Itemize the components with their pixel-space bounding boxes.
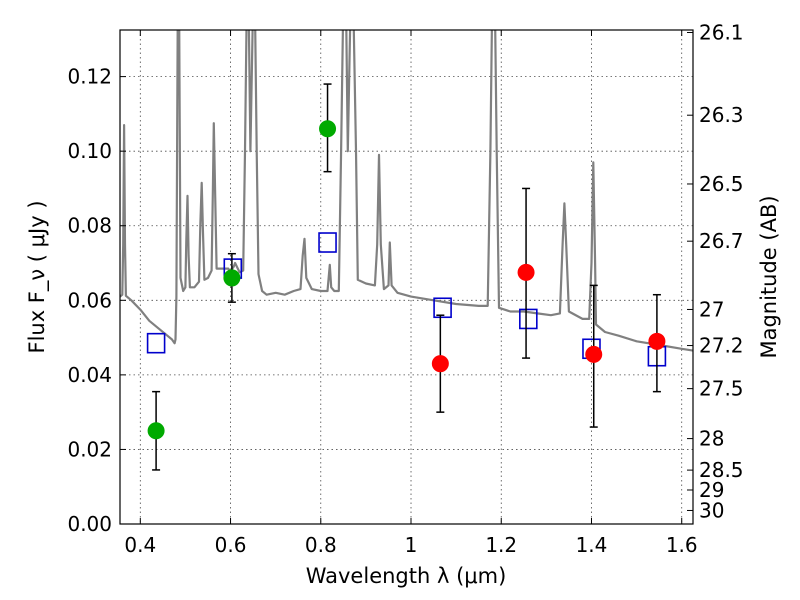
model-point	[146, 332, 166, 354]
x-tick-label: 1.4	[576, 533, 608, 557]
data-marker	[319, 120, 337, 138]
data-point	[319, 83, 337, 173]
right-tick-label: 27.5	[699, 377, 744, 401]
y-tick-label: 0.12	[67, 65, 112, 89]
data-marker	[517, 263, 535, 281]
y-axis-label: Flux F_ν ( μJy )	[25, 200, 50, 353]
y-tick-label: 0.06	[67, 288, 112, 312]
axis-ticks: 0.4 0.6 0.8 1 1.2 1.4 1.6 0.00 0.02 0.04 0.06 0.08 0…	[67, 21, 743, 557]
model-point	[519, 308, 538, 330]
right-tick-label: 26.5	[699, 172, 744, 196]
right-tick-label: 26.7	[699, 229, 744, 253]
data-point	[585, 284, 603, 428]
data-point	[648, 293, 666, 393]
y-tick-label: 0.00	[67, 512, 112, 536]
y-tick-label: 0.04	[67, 363, 112, 387]
right-tick-label: 30	[699, 498, 724, 522]
x-tick-label: 1.6	[666, 533, 698, 557]
data-marker	[585, 345, 603, 363]
data-marker	[223, 269, 241, 287]
right-tick-label: 26.1	[699, 21, 744, 45]
x-tick-label: 1	[405, 533, 418, 557]
data-series	[120, 30, 693, 471]
x-tick-label: 1.2	[485, 533, 517, 557]
plot-background	[120, 30, 693, 524]
x-axis-label: Wavelength λ (μm)	[306, 564, 507, 588]
data-point	[517, 187, 535, 359]
right-tick-label: 27	[699, 297, 724, 321]
right-tick-label: 28	[699, 427, 724, 451]
right-tick-label: 27.2	[699, 334, 744, 358]
right-axis-label: Magnitude (AB)	[757, 195, 781, 358]
data-marker	[147, 422, 165, 440]
model-point	[318, 232, 337, 253]
y-tick-label: 0.02	[67, 437, 112, 461]
model-point	[433, 297, 452, 319]
y-tick-label: 0.10	[67, 139, 112, 163]
data-marker	[648, 332, 666, 350]
right-tick-label: 28.5	[699, 458, 744, 482]
data-point	[223, 252, 241, 303]
x-tick-label: 0.8	[305, 533, 337, 557]
right-tick-label: 29	[699, 478, 724, 502]
right-tick-label: 26.3	[699, 103, 744, 127]
x-tick-label: 0.6	[215, 533, 247, 557]
y-tick-label: 0.08	[67, 214, 112, 238]
data-point	[431, 314, 449, 413]
x-tick-label: 0.4	[124, 533, 156, 557]
data-marker	[431, 355, 449, 373]
plot-frame	[119, 29, 694, 525]
data-point	[147, 390, 165, 471]
